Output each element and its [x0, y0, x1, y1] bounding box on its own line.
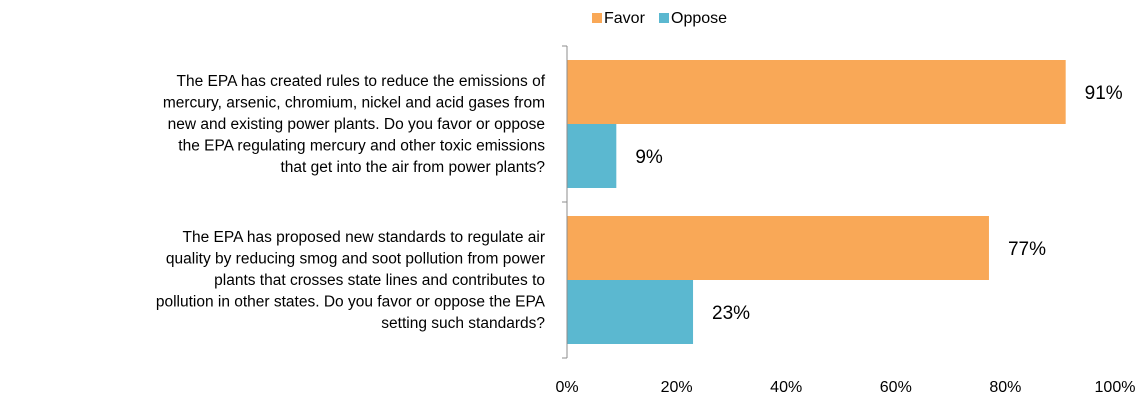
bar-oppose-1	[567, 124, 617, 188]
x-tick-label-2: 20%	[661, 379, 693, 396]
category-label-2-line-3: plants that crosses state lines and cont…	[214, 272, 545, 289]
category-label-2-line-1: The EPA has proposed new standards to re…	[183, 229, 545, 246]
data-label-oppose-2: 23%	[712, 303, 750, 324]
legend-swatch-favor	[592, 13, 602, 23]
category-label-2-line-4: pollution in other states. Do you favor …	[156, 294, 546, 311]
category-label-1-line-1: The EPA has created rules to reduce the …	[177, 73, 546, 90]
legend-label-favor: Favor	[604, 10, 646, 27]
bar-favor-1	[567, 60, 1066, 124]
legend-swatch-oppose	[659, 13, 669, 23]
x-tick-label-1: 0%	[555, 379, 578, 396]
category-label-2-line-5: setting such standards?	[381, 315, 545, 332]
category-label-2-line-2: quality by reducing smog and soot pollut…	[166, 251, 545, 268]
legend-label-oppose: Oppose	[671, 10, 727, 27]
x-tick-label-3: 40%	[770, 379, 802, 396]
bar-favor-2	[567, 216, 989, 280]
x-tick-label-6: 100%	[1095, 379, 1136, 396]
bar-oppose-2	[567, 280, 694, 344]
data-label-favor-1: 91%	[1085, 83, 1123, 104]
category-label-1-line-2: mercury, arsenic, chromium, nickel and a…	[163, 95, 545, 112]
x-tick-label-4: 60%	[880, 379, 912, 396]
category-label-1-line-5: that get into the air from power plants?	[280, 159, 545, 176]
data-label-oppose-1: 9%	[635, 147, 663, 168]
x-tick-label-5: 80%	[989, 379, 1021, 396]
category-label-1-line-3: new and existing power plants. Do you fa…	[168, 116, 545, 133]
data-label-favor-2: 77%	[1008, 239, 1046, 260]
category-label-1-line-4: the EPA regulating mercury and other tox…	[178, 138, 545, 155]
